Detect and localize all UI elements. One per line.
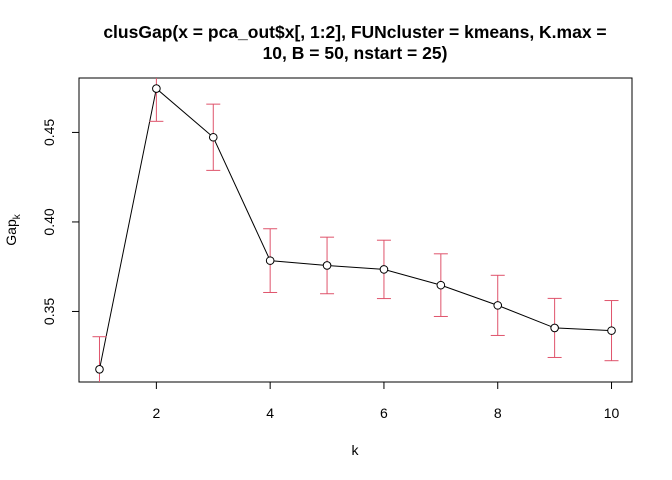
chart-title-line-1: clusGap(x = pca_out$x[, 1:2], FUNcluster… xyxy=(103,22,606,42)
plot-frame xyxy=(78,77,633,383)
data-point xyxy=(607,326,616,335)
x-tick-label: 2 xyxy=(152,405,160,421)
x-tick-label: 6 xyxy=(380,405,388,421)
data-point xyxy=(550,323,559,333)
y-axis: 0.35 0.40 0.45 xyxy=(41,119,80,325)
y-tick-label: 0.45 xyxy=(41,119,57,146)
y-tick-label: 0.40 xyxy=(41,208,57,235)
data-point xyxy=(493,301,503,310)
data-point xyxy=(95,364,104,374)
x-axis: 2 4 6 8 10 xyxy=(152,381,620,421)
data-point xyxy=(152,84,161,93)
x-tick-label: 4 xyxy=(266,405,274,421)
gap-series xyxy=(92,78,619,382)
y-tick-label: 0.35 xyxy=(41,298,57,325)
data-point xyxy=(322,261,332,270)
y-axis-label-main: Gap xyxy=(3,219,19,246)
data-point xyxy=(379,265,389,274)
gap-line xyxy=(98,87,612,370)
y-axis-label-subscript: k xyxy=(12,213,23,219)
data-point xyxy=(436,280,446,290)
y-axis-label: Gapk xyxy=(3,213,23,245)
plot-area xyxy=(92,78,619,382)
data-point xyxy=(265,256,275,265)
x-tick-label: 8 xyxy=(494,405,502,421)
x-axis-label: k xyxy=(352,442,360,458)
data-point xyxy=(208,132,218,142)
x-tick-label: 10 xyxy=(604,405,620,421)
chart-title-line-2: 10, B = 50, nstart = 25) xyxy=(263,43,448,63)
